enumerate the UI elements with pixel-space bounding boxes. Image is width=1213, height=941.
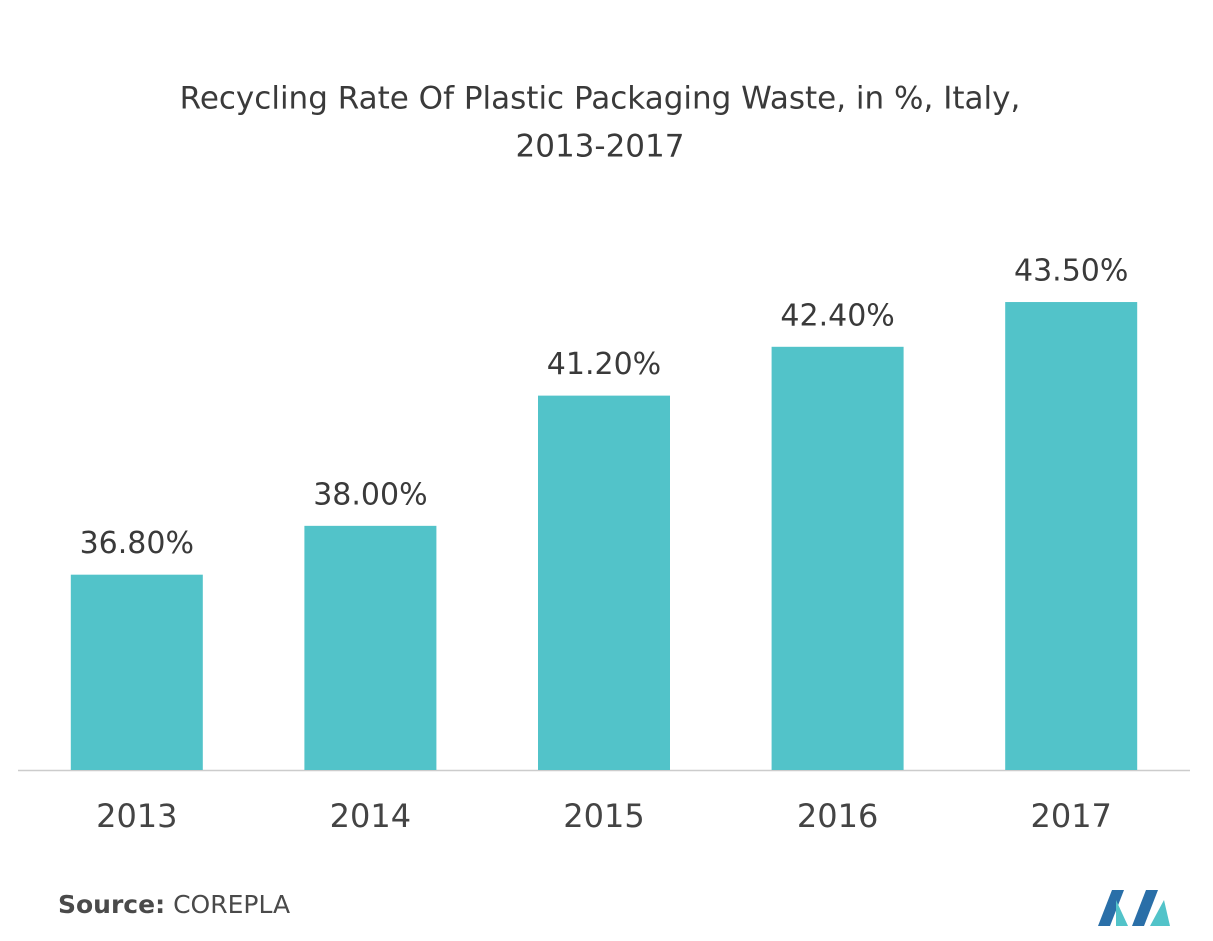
x-tick-label: 2016 (797, 797, 878, 835)
bar (538, 395, 670, 770)
source: Source: COREPLA (58, 890, 290, 919)
x-tick-label: 2015 (563, 797, 644, 835)
value-label: 43.50% (1014, 254, 1128, 289)
bar (70, 574, 203, 770)
bar (1005, 302, 1138, 770)
logo (1098, 890, 1170, 926)
x-tick-label: 2014 (330, 797, 411, 835)
x-tick-label: 2013 (96, 797, 177, 835)
value-label: 42.40% (780, 298, 894, 333)
value-label: 38.00% (313, 477, 427, 512)
source-name: COREPLA (173, 890, 290, 919)
source-label: Source: (58, 890, 165, 919)
bar (304, 525, 437, 770)
x-tick-label: 2017 (1030, 797, 1111, 835)
value-label: 36.80% (80, 526, 194, 561)
chart-title: 2013-2017 (516, 129, 685, 165)
bar (771, 346, 904, 770)
value-label: 41.20% (547, 347, 661, 382)
chart-title: Recycling Rate Of Plastic Packaging Wast… (180, 81, 1021, 117)
